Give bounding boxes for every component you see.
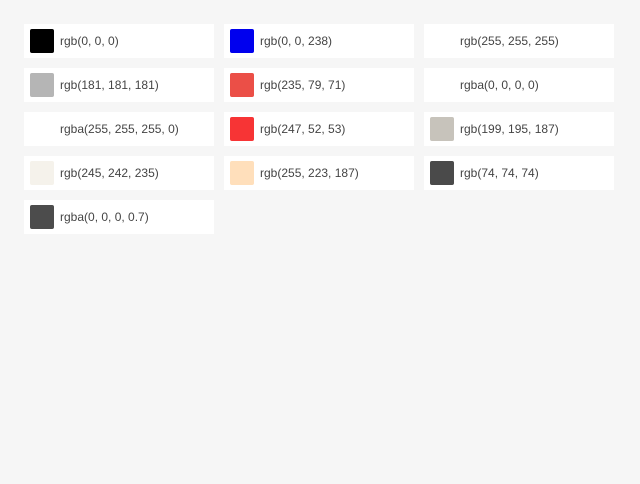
- swatch-label: rgb(255, 255, 255): [460, 34, 559, 48]
- swatch-label: rgb(255, 223, 187): [260, 166, 359, 180]
- swatch-label: rgba(0, 0, 0, 0): [460, 78, 539, 92]
- swatch-card[interactable]: rgb(255, 255, 255): [424, 24, 614, 58]
- swatch-label: rgb(235, 79, 71): [260, 78, 346, 92]
- swatch-label: rgb(181, 181, 181): [60, 78, 159, 92]
- swatch-label: rgb(0, 0, 238): [260, 34, 333, 48]
- color-palette-grid: rgb(0, 0, 0) rgb(0, 0, 238) rgb(255, 255…: [24, 24, 614, 234]
- swatch-label: rgb(0, 0, 0): [60, 34, 119, 48]
- swatch-card[interactable]: rgb(247, 52, 53): [224, 112, 414, 146]
- swatch-card[interactable]: rgba(0, 0, 0, 0): [424, 68, 614, 102]
- swatch-chip: [430, 117, 454, 141]
- swatch-chip: [30, 73, 54, 97]
- swatch-card[interactable]: rgba(255, 255, 255, 0): [24, 112, 214, 146]
- swatch-chip: [230, 117, 254, 141]
- swatch-card[interactable]: rgba(0, 0, 0, 0.7): [24, 200, 214, 234]
- swatch-chip: [230, 161, 254, 185]
- swatch-chip: [430, 73, 454, 97]
- swatch-card[interactable]: rgb(181, 181, 181): [24, 68, 214, 102]
- swatch-chip: [30, 117, 54, 141]
- swatch-chip: [430, 161, 454, 185]
- swatch-chip: [30, 29, 54, 53]
- swatch-card[interactable]: rgb(199, 195, 187): [424, 112, 614, 146]
- swatch-card[interactable]: rgb(255, 223, 187): [224, 156, 414, 190]
- swatch-label: rgb(74, 74, 74): [460, 166, 539, 180]
- swatch-label: rgba(255, 255, 255, 0): [60, 122, 179, 136]
- swatch-chip: [430, 29, 454, 53]
- swatch-chip: [230, 29, 254, 53]
- swatch-card[interactable]: rgb(74, 74, 74): [424, 156, 614, 190]
- swatch-label: rgba(0, 0, 0, 0.7): [60, 210, 149, 224]
- swatch-chip: [230, 73, 254, 97]
- swatch-card[interactable]: rgb(235, 79, 71): [224, 68, 414, 102]
- swatch-card[interactable]: rgb(0, 0, 238): [224, 24, 414, 58]
- swatch-chip: [30, 161, 54, 185]
- swatch-label: rgb(247, 52, 53): [260, 122, 346, 136]
- swatch-chip: [30, 205, 54, 229]
- swatch-label: rgb(199, 195, 187): [460, 122, 559, 136]
- swatch-label: rgb(245, 242, 235): [60, 166, 159, 180]
- swatch-card[interactable]: rgb(245, 242, 235): [24, 156, 214, 190]
- swatch-card[interactable]: rgb(0, 0, 0): [24, 24, 214, 58]
